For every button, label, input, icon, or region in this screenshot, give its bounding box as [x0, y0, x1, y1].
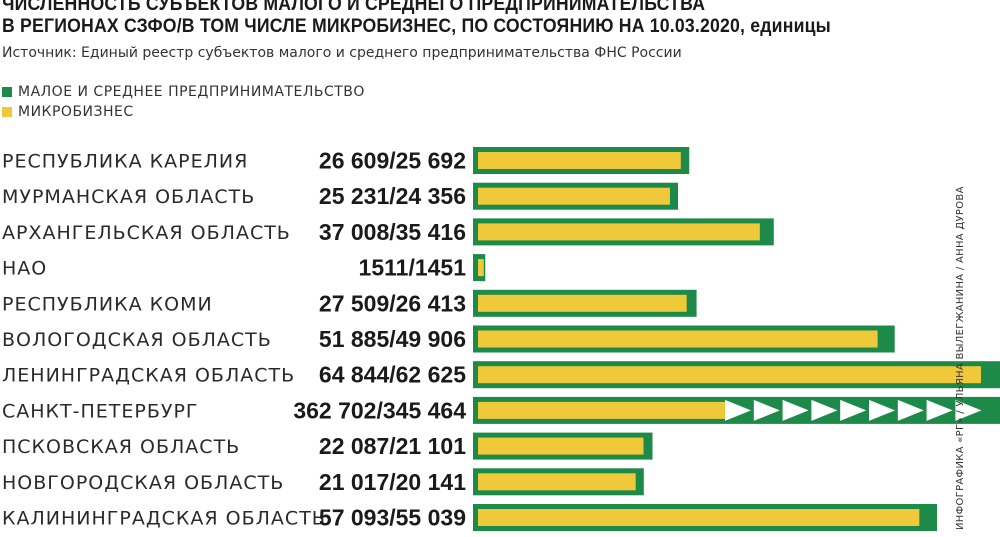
- category-label: НОВГОРОДСКАЯ ОБЛАСТЬ: [2, 472, 284, 494]
- category-label: САНКТ-ПЕТЕРБУРГ: [2, 400, 199, 422]
- bar-break-mark: [926, 399, 953, 421]
- legend-label-sme: МАЛОЕ И СРЕДНЕЕ ПРЕДПРИНИМАТЕЛЬСТВО: [18, 84, 365, 100]
- bar-micro: [478, 473, 636, 491]
- bar-break-mark: [782, 399, 809, 421]
- legend-item-sme: МАЛОЕ И СРЕДНЕЕ ПРЕДПРИНИМАТЕЛЬСТВО: [2, 83, 365, 101]
- category-label: КАЛИНИНГРАДСКАЯ ОБЛАСТЬ: [2, 508, 326, 530]
- chart-title-line-2: В РЕГИОНАХ СЗФО/В ТОМ ЧИСЛЕ МИКРОБИЗНЕС,…: [2, 16, 831, 37]
- bar-break-mark: [753, 399, 780, 421]
- bar-micro: [478, 401, 728, 419]
- infographic-credit: ИНФОГРАФИКА «РГ» / УЛЬЯНА ВЫЛЕГЖАНИНА / …: [955, 186, 966, 530]
- value-label: 57 093/55 039: [319, 505, 466, 531]
- bar-break-mark: [955, 399, 982, 421]
- value-label: 25 231/24 356: [319, 183, 466, 209]
- legend-label-micro: МИКРОБИЗНЕС: [18, 104, 134, 120]
- chart-title-line-1: ЧИСЛЕННОСТЬ СУБЪЕКТОВ МАЛОГО И СРЕДНЕГО …: [2, 0, 706, 15]
- chart-source: Источник: Единый реестр субъектов малого…: [2, 45, 682, 61]
- bar-break-mark: [725, 399, 751, 421]
- chart-title: ЧИСЛЕННОСТЬ СУБЪЕКТОВ МАЛОГО И СРЕДНЕГО …: [2, 0, 895, 38]
- category-label: ЛЕНИНГРАДСКАЯ ОБЛАСТЬ: [2, 365, 295, 387]
- value-label: 21 017/20 141: [319, 469, 466, 495]
- value-label: 22 087/21 101: [319, 433, 466, 459]
- value-label: 64 844/62 625: [319, 362, 466, 388]
- bar-break-mark: [897, 399, 924, 421]
- value-label: 1511/1451: [359, 255, 467, 281]
- category-label: РЕСПУБЛИКА КАРЕЛИЯ: [2, 151, 248, 173]
- bar-micro: [478, 294, 687, 312]
- bar-micro: [478, 330, 878, 348]
- category-label: НАО: [2, 258, 47, 280]
- bar-micro: [478, 366, 981, 384]
- category-label: ПСКОВСКАЯ ОБЛАСТЬ: [2, 436, 240, 458]
- category-label: РЕСПУБЛИКА КОМИ: [2, 293, 213, 315]
- bar-break-mark: [840, 399, 867, 421]
- category-label: ВОЛОГОДСКАЯ ОБЛАСТЬ: [2, 329, 272, 351]
- bar-micro: [478, 152, 681, 169]
- category-label: МУРМАНСКАЯ ОБЛАСТЬ: [2, 186, 255, 208]
- bar-micro: [478, 223, 760, 241]
- bar-micro: [478, 259, 484, 277]
- value-label: 51 885/49 906: [319, 326, 466, 352]
- category-label: АРХАНГЕЛЬСКАЯ ОБЛАСТЬ: [2, 222, 291, 244]
- value-label: 362 702/345 464: [293, 397, 466, 423]
- legend-item-micro: МИКРОБИЗНЕС: [2, 103, 134, 121]
- legend-swatch-sme: [2, 87, 12, 97]
- bar-break-mark: [869, 399, 895, 421]
- value-label: 27 509/26 413: [319, 290, 466, 316]
- legend-swatch-micro: [2, 107, 12, 117]
- bar-micro: [478, 509, 920, 526]
- value-label: 37 008/35 416: [319, 219, 466, 245]
- bar-micro: [478, 187, 670, 205]
- value-label: 26 609/25 692: [319, 148, 466, 174]
- bar-break-mark: [811, 399, 838, 421]
- bar-micro: [478, 437, 644, 455]
